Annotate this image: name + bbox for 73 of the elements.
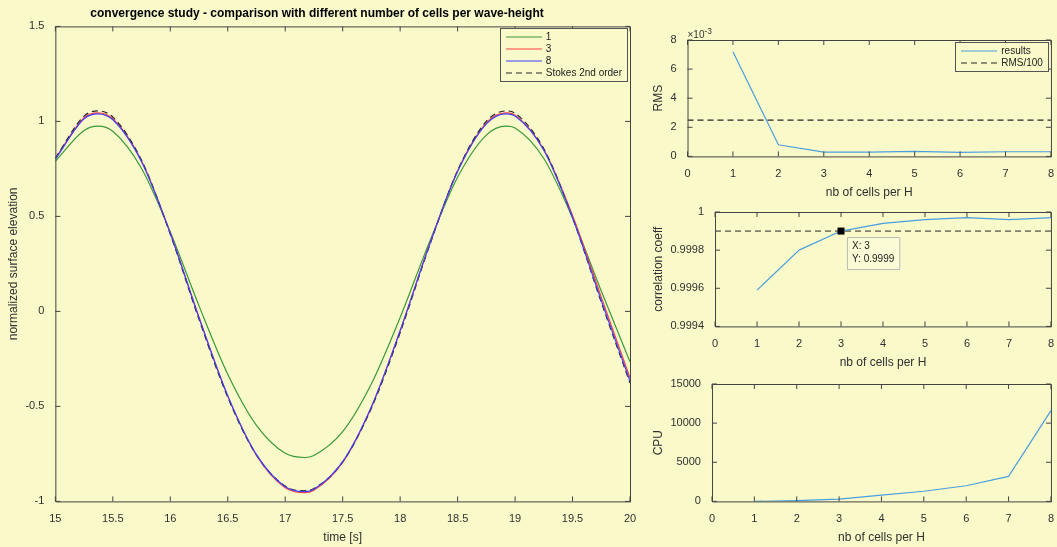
y-axis-title: correlation coeff — [650, 225, 665, 312]
y-tick-label: -0.5 — [25, 399, 45, 412]
x-tick-label: 0 — [711, 337, 719, 350]
x-tick-label: 8 — [1047, 167, 1054, 180]
x-tick-label: 17 — [279, 512, 292, 525]
x-tick-label: 2 — [793, 512, 800, 525]
y-tick-label: 6 — [670, 62, 677, 75]
y-tick-label: 0.5 — [29, 209, 45, 222]
x-tick-label: 15 — [49, 512, 62, 525]
y-tick-label: 0.9996 — [670, 281, 705, 294]
y-tick-label: 0.9998 — [670, 243, 705, 256]
x-axis-title: time [s] — [323, 530, 363, 545]
legend-label: Stokes 2nd order — [545, 67, 622, 80]
x-tick-label: 6 — [963, 337, 971, 350]
x-tick-label: 7 — [1005, 512, 1012, 525]
y-tick-label: 0 — [38, 304, 45, 317]
x-tick-label: 5 — [911, 167, 918, 180]
x-tick-label: 16.5 — [217, 512, 239, 525]
x-tick-label: 1 — [729, 167, 737, 180]
y-tick-label: 0.9994 — [670, 319, 705, 332]
x-tick-label: 7 — [1005, 337, 1013, 350]
y-tick-label: 5000 — [676, 455, 701, 468]
x-tick-label: 1 — [753, 337, 761, 350]
x-tick-label: 3 — [836, 512, 843, 525]
y-tick-label: 2 — [670, 120, 677, 133]
y-axis-title: normalized surface elevation — [5, 187, 20, 341]
y-tick-label: 0 — [670, 149, 677, 162]
x-tick-label: 2 — [795, 337, 803, 350]
y-axis-title: RMS — [650, 84, 665, 112]
x-tick-label: 2 — [775, 167, 782, 180]
x-tick-label: 3 — [837, 337, 845, 350]
legend-label: results — [1001, 45, 1031, 57]
x-tick-label: 7 — [1002, 167, 1009, 180]
x-tick-label: 4 — [878, 512, 885, 525]
x-tick-label: 6 — [957, 167, 964, 180]
x-tick-label: 0 — [708, 512, 716, 525]
x-axis-title: nb of cells per H — [838, 530, 925, 545]
x-tick-label: 16 — [164, 512, 177, 525]
y-tick-label: 1.5 — [29, 19, 45, 32]
x-tick-label: 1 — [751, 512, 758, 525]
annotation: X: 3 Y: 0.9999 — [852, 239, 895, 264]
x-tick-label: 18 — [394, 512, 407, 525]
legend-label: 1 — [545, 31, 552, 44]
x-tick-label: 4 — [879, 337, 887, 350]
y-tick-label: 4 — [670, 91, 677, 104]
legend-label: 3 — [545, 43, 552, 56]
x-tick-label: 20 — [623, 512, 637, 525]
x-tick-label: 15.5 — [102, 512, 124, 525]
x-tick-label: 19 — [508, 512, 522, 525]
legend-label: RMS/100 — [1001, 57, 1043, 69]
x-tick-label: 4 — [866, 167, 873, 180]
x-tick-label: 5 — [920, 512, 927, 525]
x-tick-label: 18.5 — [446, 512, 469, 525]
x-axis-title: nb of cells per H — [825, 185, 913, 200]
annotation: ×10$^{-3}$ — [687, 26, 712, 41]
y-tick-label: 8 — [670, 33, 677, 46]
x-tick-label: 17.5 — [331, 512, 354, 525]
y-axis-title: CPU — [650, 430, 665, 456]
x-tick-label: 8 — [1047, 512, 1054, 525]
y-tick-label: -1 — [34, 494, 45, 507]
x-tick-label: 6 — [963, 512, 970, 525]
x-tick-label: 19.5 — [561, 512, 584, 525]
y-tick-label: 0 — [694, 494, 701, 507]
x-tick-label: 8 — [1047, 337, 1054, 350]
y-tick-label: 1 — [697, 205, 705, 218]
y-tick-label: 15000 — [670, 377, 701, 390]
legend-label: 8 — [545, 55, 552, 68]
x-tick-label: 5 — [921, 337, 929, 350]
x-axis-title: nb of cells per H — [839, 355, 927, 370]
y-tick-label: 1 — [38, 114, 45, 127]
chart-title: convergence study - comparison with different number of cells per wave-height — [90, 5, 544, 20]
x-tick-label: 3 — [820, 167, 827, 180]
y-tick-label: 10000 — [670, 416, 701, 429]
